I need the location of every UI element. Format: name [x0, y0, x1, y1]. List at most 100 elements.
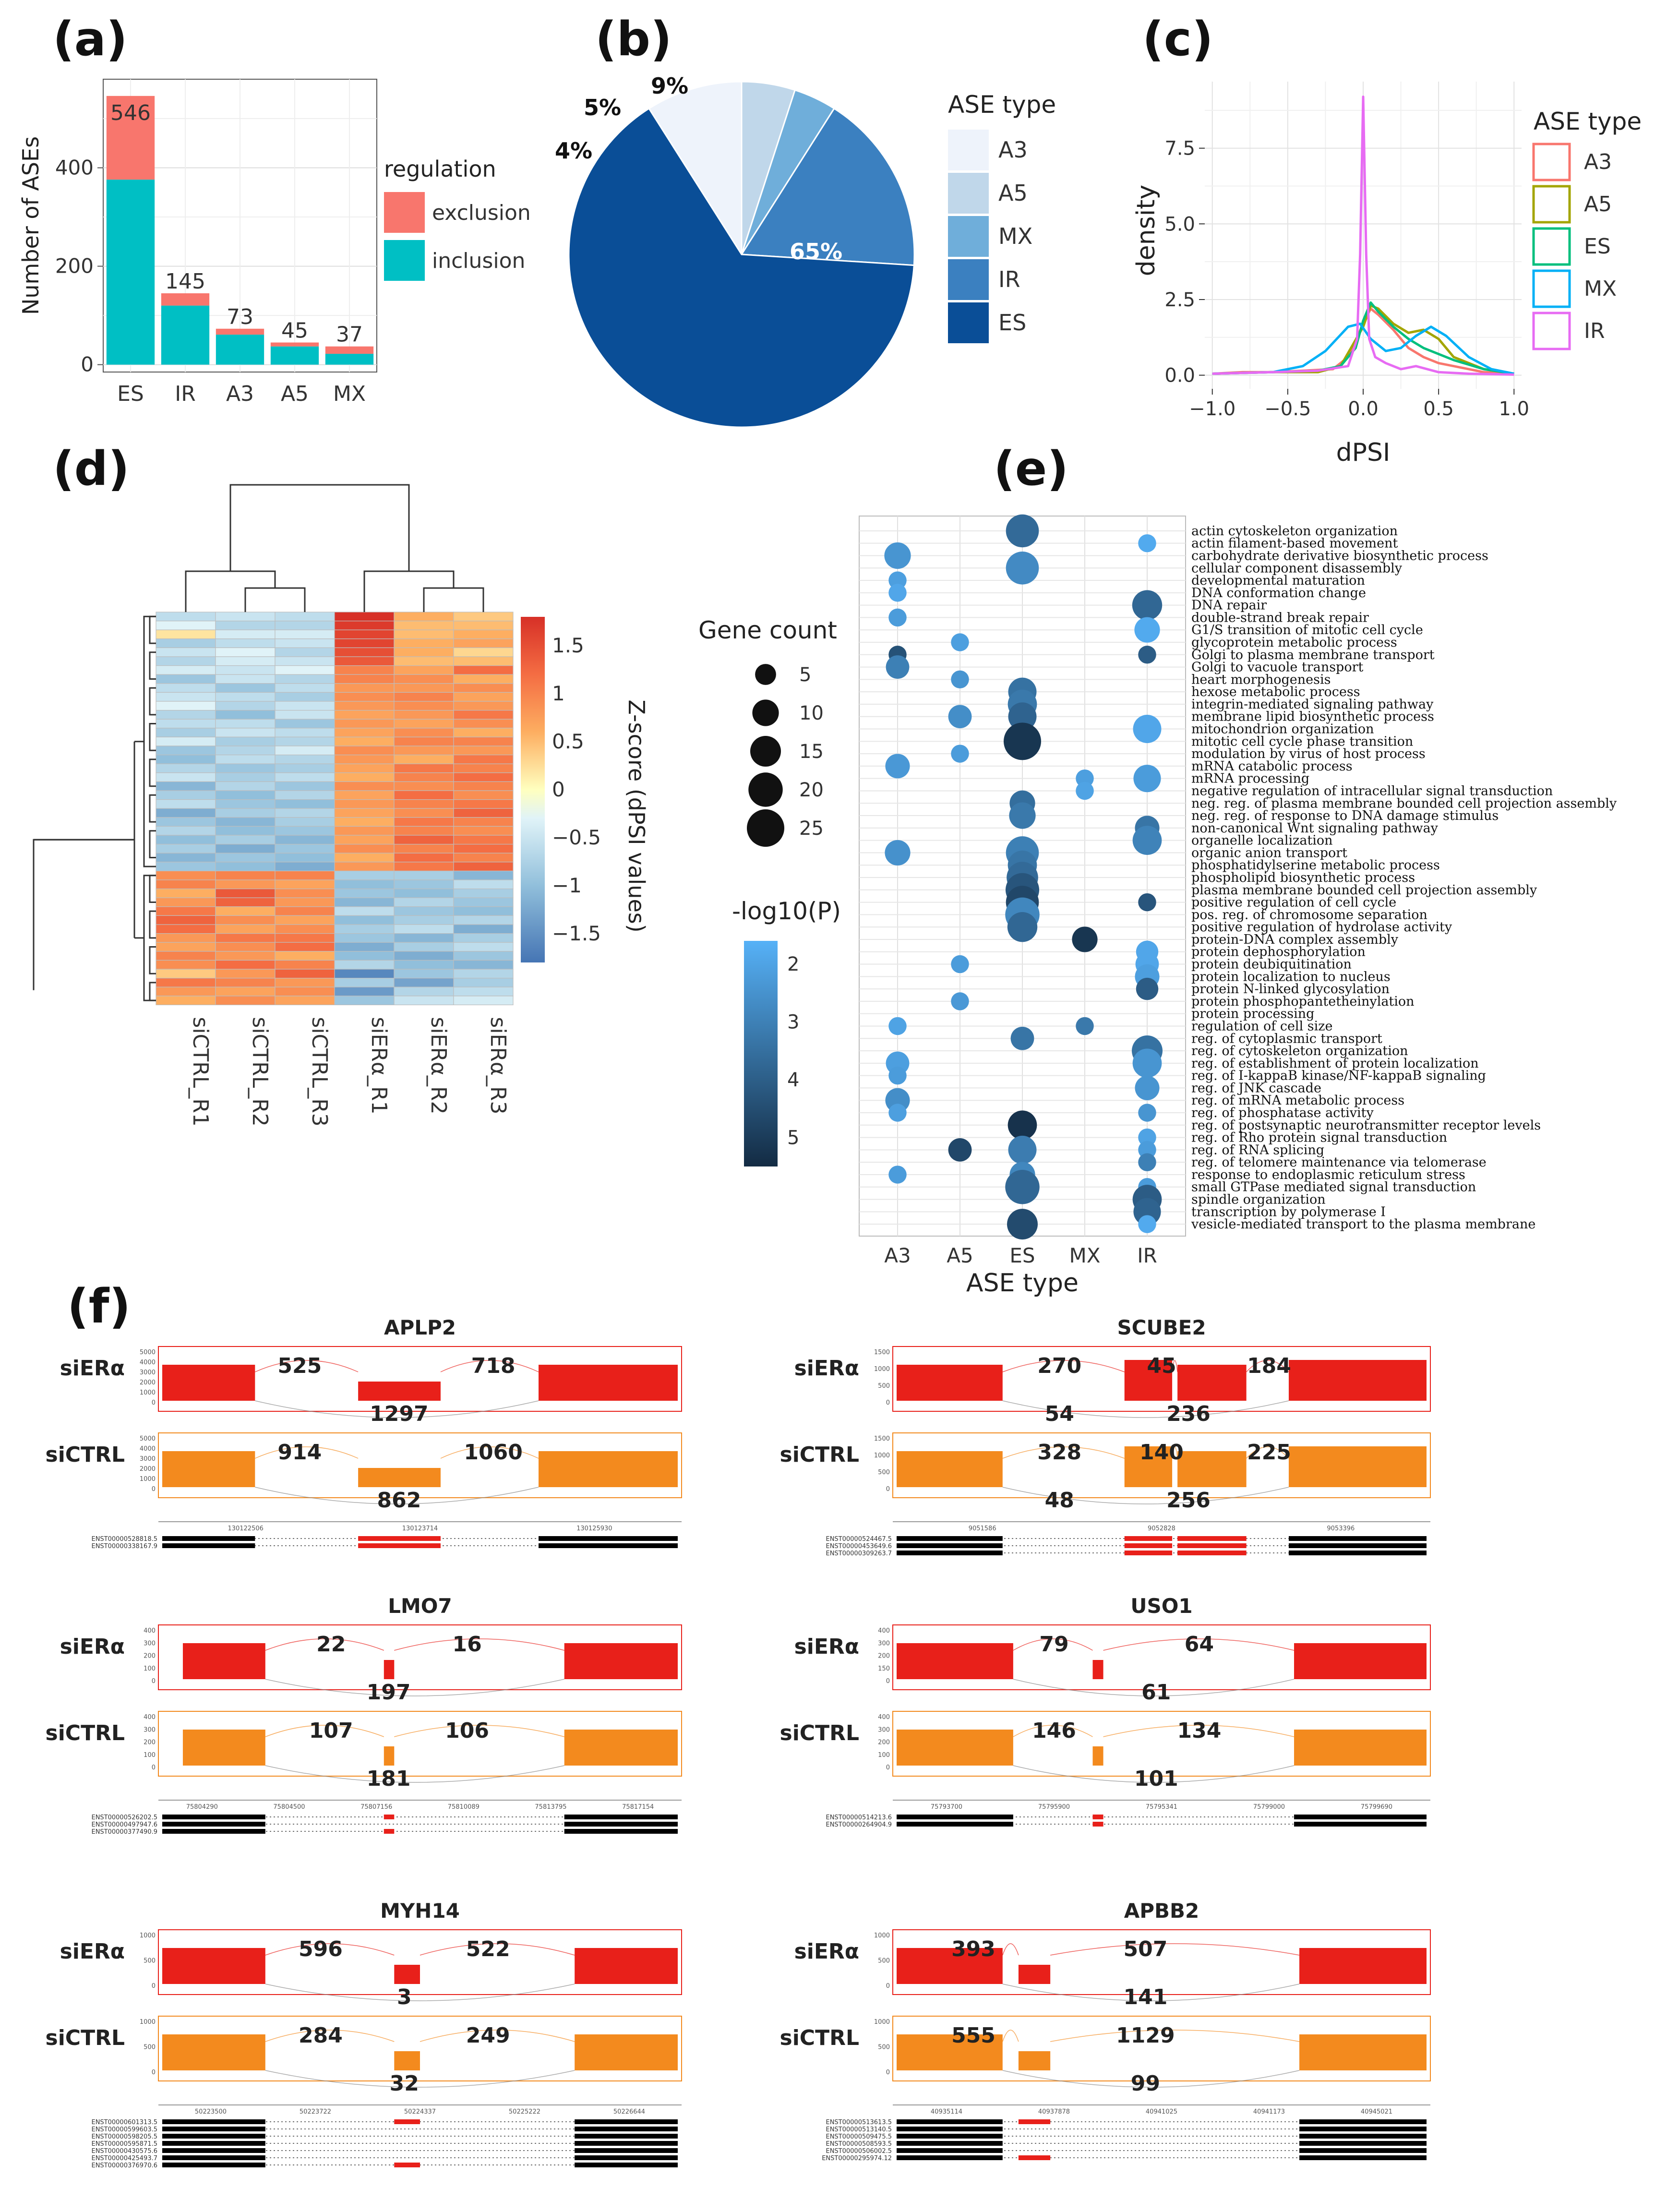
heatmap-cell	[275, 736, 335, 746]
heatmap-cell	[453, 754, 514, 764]
heatmap-cell	[275, 629, 335, 639]
heatmap-cell	[215, 683, 276, 693]
heatmap-cell	[334, 612, 395, 622]
transcript-exon	[162, 1815, 265, 1819]
coordinate-tick: 75810089	[448, 1803, 480, 1811]
bar-inclusion-A5	[270, 346, 319, 365]
coverage-exon	[539, 1451, 678, 1487]
heatmap-cell	[394, 843, 454, 854]
size-legend-dot	[752, 699, 779, 726]
heatmap-cell	[453, 683, 514, 693]
heatmap-cell	[394, 862, 454, 872]
heatmap-cell	[156, 915, 216, 925]
coordinate-tick: 40941173	[1253, 2108, 1285, 2116]
heatmap-cell	[156, 728, 216, 738]
condition-label: siCTRL	[46, 1721, 125, 1745]
junction-arc	[1172, 1446, 1178, 1459]
heatmap-cell	[215, 719, 276, 729]
sashimi-APBB2: APBB2 siERα 1000 500 0 393 507 141 siCTRL 1000 500…	[780, 1899, 1431, 2162]
heatmap-cell	[275, 986, 335, 997]
heatmap-cell	[334, 996, 395, 1006]
transcript-exon	[897, 2134, 1003, 2139]
heatmap-cell	[215, 996, 276, 1006]
row-dendrogram-branch	[149, 723, 156, 751]
transcript-exon	[575, 2119, 678, 2124]
coverage-exon	[575, 2034, 678, 2070]
track-ytick: 5000	[140, 1435, 156, 1443]
coverage-exon	[1018, 1965, 1051, 1984]
heatmap-cell	[215, 942, 276, 952]
track-ytick: 200	[144, 1739, 156, 1746]
column-dendrogram-branch	[363, 570, 455, 612]
dot-A3	[888, 1166, 907, 1184]
junction-count: 140	[1139, 1440, 1184, 1465]
go-term-label: protein phosphopantetheinylation	[1191, 994, 1415, 1009]
transcript-exon	[575, 2141, 678, 2146]
transcript-exon	[1288, 1551, 1427, 1555]
heatmap-cell	[394, 799, 454, 809]
dot-ES	[1008, 702, 1037, 731]
sashimi-LMO7: LMO7 siERα 400 300 200 100 0 22 197 16 siCTRL 400 30…	[46, 1594, 682, 1836]
go-term-label: modulation by virus of host process	[1191, 746, 1426, 761]
heatmap-cell	[453, 665, 514, 675]
go-term-label: pos. reg. of chromosome separation	[1191, 907, 1427, 922]
heatmap-cell	[275, 888, 335, 898]
transcript-exon	[897, 2155, 1003, 2160]
transcript-exon	[897, 1551, 1003, 1555]
go-term-label: protein dephosphorylation	[1191, 945, 1366, 960]
density-line-IR	[1212, 96, 1514, 376]
y-tick-label: 200	[55, 254, 94, 278]
dot-A3	[888, 1066, 907, 1085]
heatmap-cell	[156, 629, 216, 639]
legend-label-A3: A3	[1584, 150, 1612, 174]
transcript-id: ENST00000508593.5	[826, 2140, 892, 2148]
dot-IR	[1133, 715, 1162, 744]
heatmap-cell	[156, 763, 216, 773]
panel-label-d: (d)	[53, 442, 130, 496]
panel-e-xtick: IR	[1137, 1244, 1157, 1267]
skipping-junction-arc	[265, 1679, 564, 1696]
pvalue-legend-label: 4	[787, 1069, 799, 1091]
track-ytick: 500	[144, 2044, 156, 2051]
track-ytick: 500	[144, 1958, 156, 1965]
heatmap-cell	[156, 951, 216, 961]
heatmap-legend-tick: 1	[552, 682, 565, 705]
go-term-label: phosphatidylserine metabolic process	[1191, 858, 1440, 873]
transcript-exon	[575, 2148, 678, 2153]
heatmap-cell	[215, 620, 276, 630]
heatmap-cell	[215, 879, 276, 890]
junction-arc	[1013, 1725, 1093, 1737]
go-term-label: plasma membrane bounded cell projection …	[1191, 883, 1537, 898]
heatmap-cell	[275, 933, 335, 943]
legend-label-MX: MX	[998, 223, 1032, 249]
heatmap-cell	[215, 977, 276, 987]
heatmap-cell	[215, 665, 276, 675]
heatmap-cell	[275, 960, 335, 970]
heatmap-cell	[394, 772, 454, 782]
heatmap-cell	[334, 924, 395, 934]
junction-arc	[255, 1360, 359, 1372]
dot-A3	[888, 608, 907, 627]
track-ytick: 500	[878, 1382, 890, 1390]
heatmap-cell	[334, 960, 395, 970]
heatmap-cell	[275, 656, 335, 666]
go-term-label: mRNA processing	[1191, 771, 1309, 786]
heatmap-cell	[156, 683, 216, 693]
x-tick-A5: A5	[281, 382, 309, 406]
dot-IR	[1135, 1075, 1160, 1100]
legend-label-A5: A5	[1584, 192, 1612, 216]
row-dendrogram-branch	[149, 758, 156, 787]
heatmap-cell	[334, 728, 395, 738]
coverage-exon	[182, 1643, 265, 1679]
go-term-label: reg. of cytoskeleton organization	[1191, 1044, 1408, 1058]
heatmap-cell	[275, 638, 335, 649]
heatmap-cell	[215, 736, 276, 746]
heatmap-column-label: siCTRL_R1	[188, 1017, 213, 1126]
legend-label-ES: ES	[1584, 234, 1611, 259]
track-ytick: 300	[144, 1726, 156, 1733]
track-ytick: 0	[886, 1486, 890, 1493]
heatmap-cell	[334, 808, 395, 818]
dot-ES	[1010, 1026, 1034, 1050]
go-term-label: G1/S transition of mitotic cell cycle	[1191, 623, 1423, 637]
row-dendrogram-branch	[149, 651, 156, 680]
